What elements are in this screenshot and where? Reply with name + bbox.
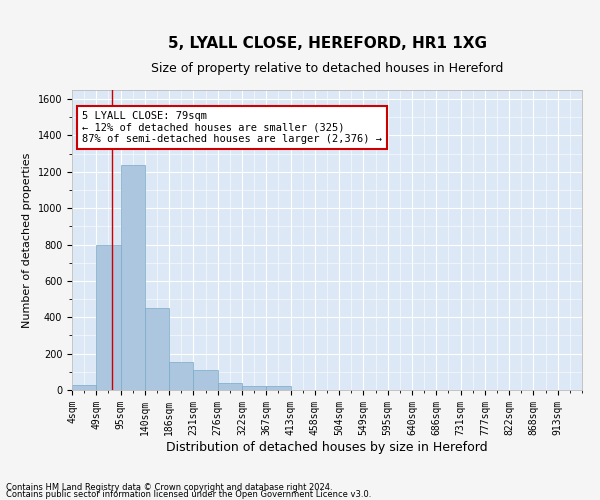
X-axis label: Distribution of detached houses by size in Hereford: Distribution of detached houses by size …	[166, 440, 488, 454]
Text: Contains public sector information licensed under the Open Government Licence v3: Contains public sector information licen…	[6, 490, 371, 499]
Text: Size of property relative to detached houses in Hereford: Size of property relative to detached ho…	[151, 62, 503, 75]
Bar	[169, 362, 193, 390]
Bar	[242, 386, 266, 390]
Bar	[96, 244, 121, 390]
Bar	[193, 370, 218, 390]
Bar	[218, 382, 242, 390]
Text: 5 LYALL CLOSE: 79sqm
← 12% of detached houses are smaller (325)
87% of semi-deta: 5 LYALL CLOSE: 79sqm ← 12% of detached h…	[82, 111, 382, 144]
Bar	[266, 386, 290, 390]
Y-axis label: Number of detached properties: Number of detached properties	[22, 152, 32, 328]
Text: Contains HM Land Registry data © Crown copyright and database right 2024.: Contains HM Land Registry data © Crown c…	[6, 484, 332, 492]
Text: 5, LYALL CLOSE, HEREFORD, HR1 1XG: 5, LYALL CLOSE, HEREFORD, HR1 1XG	[167, 36, 487, 51]
Bar	[145, 308, 169, 390]
Bar	[72, 384, 96, 390]
Bar	[121, 164, 145, 390]
